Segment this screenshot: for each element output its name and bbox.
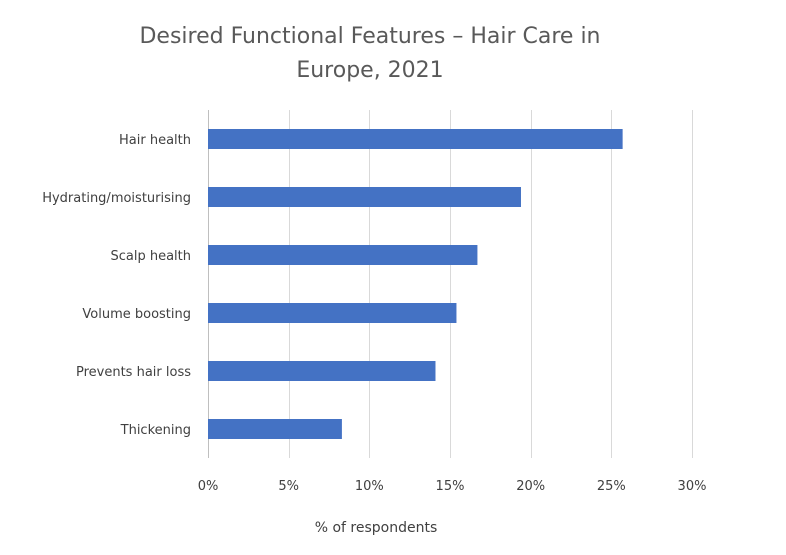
category-label: Hydrating/moisturising bbox=[42, 191, 191, 206]
bar bbox=[208, 303, 457, 323]
category-label: Thickening bbox=[120, 423, 191, 438]
bar bbox=[208, 419, 342, 439]
x-tick-label: 0% bbox=[198, 479, 219, 494]
bars bbox=[208, 129, 623, 439]
tick-labels: 0% 5% 10% 15% 20% 25% 30% bbox=[198, 479, 707, 494]
chart-title-line-2: Europe, 2021 bbox=[296, 58, 444, 83]
x-tick-label: 15% bbox=[436, 479, 465, 494]
gridlines bbox=[208, 110, 693, 458]
x-axis-label: % of respondents bbox=[315, 520, 438, 536]
chart-title: Desired Functional Features – Hair Care … bbox=[0, 20, 740, 88]
bar bbox=[208, 187, 521, 207]
x-tick-label: 10% bbox=[355, 479, 384, 494]
chart-title-line-1: Desired Functional Features – Hair Care … bbox=[139, 24, 601, 49]
x-tick-label: 30% bbox=[678, 479, 707, 494]
category-label: Hair health bbox=[119, 133, 191, 148]
x-tick-label: 20% bbox=[516, 479, 545, 494]
bar bbox=[208, 129, 623, 149]
bar bbox=[208, 361, 436, 381]
x-tick-label: 25% bbox=[597, 479, 626, 494]
x-tick-label: 5% bbox=[278, 479, 299, 494]
category-label: Volume boosting bbox=[82, 307, 191, 322]
bar bbox=[208, 245, 478, 265]
category-label: Prevents hair loss bbox=[76, 365, 191, 380]
category-labels: Hair health Hydrating/moisturising Scalp h… bbox=[42, 133, 191, 438]
category-label: Scalp health bbox=[110, 249, 191, 264]
